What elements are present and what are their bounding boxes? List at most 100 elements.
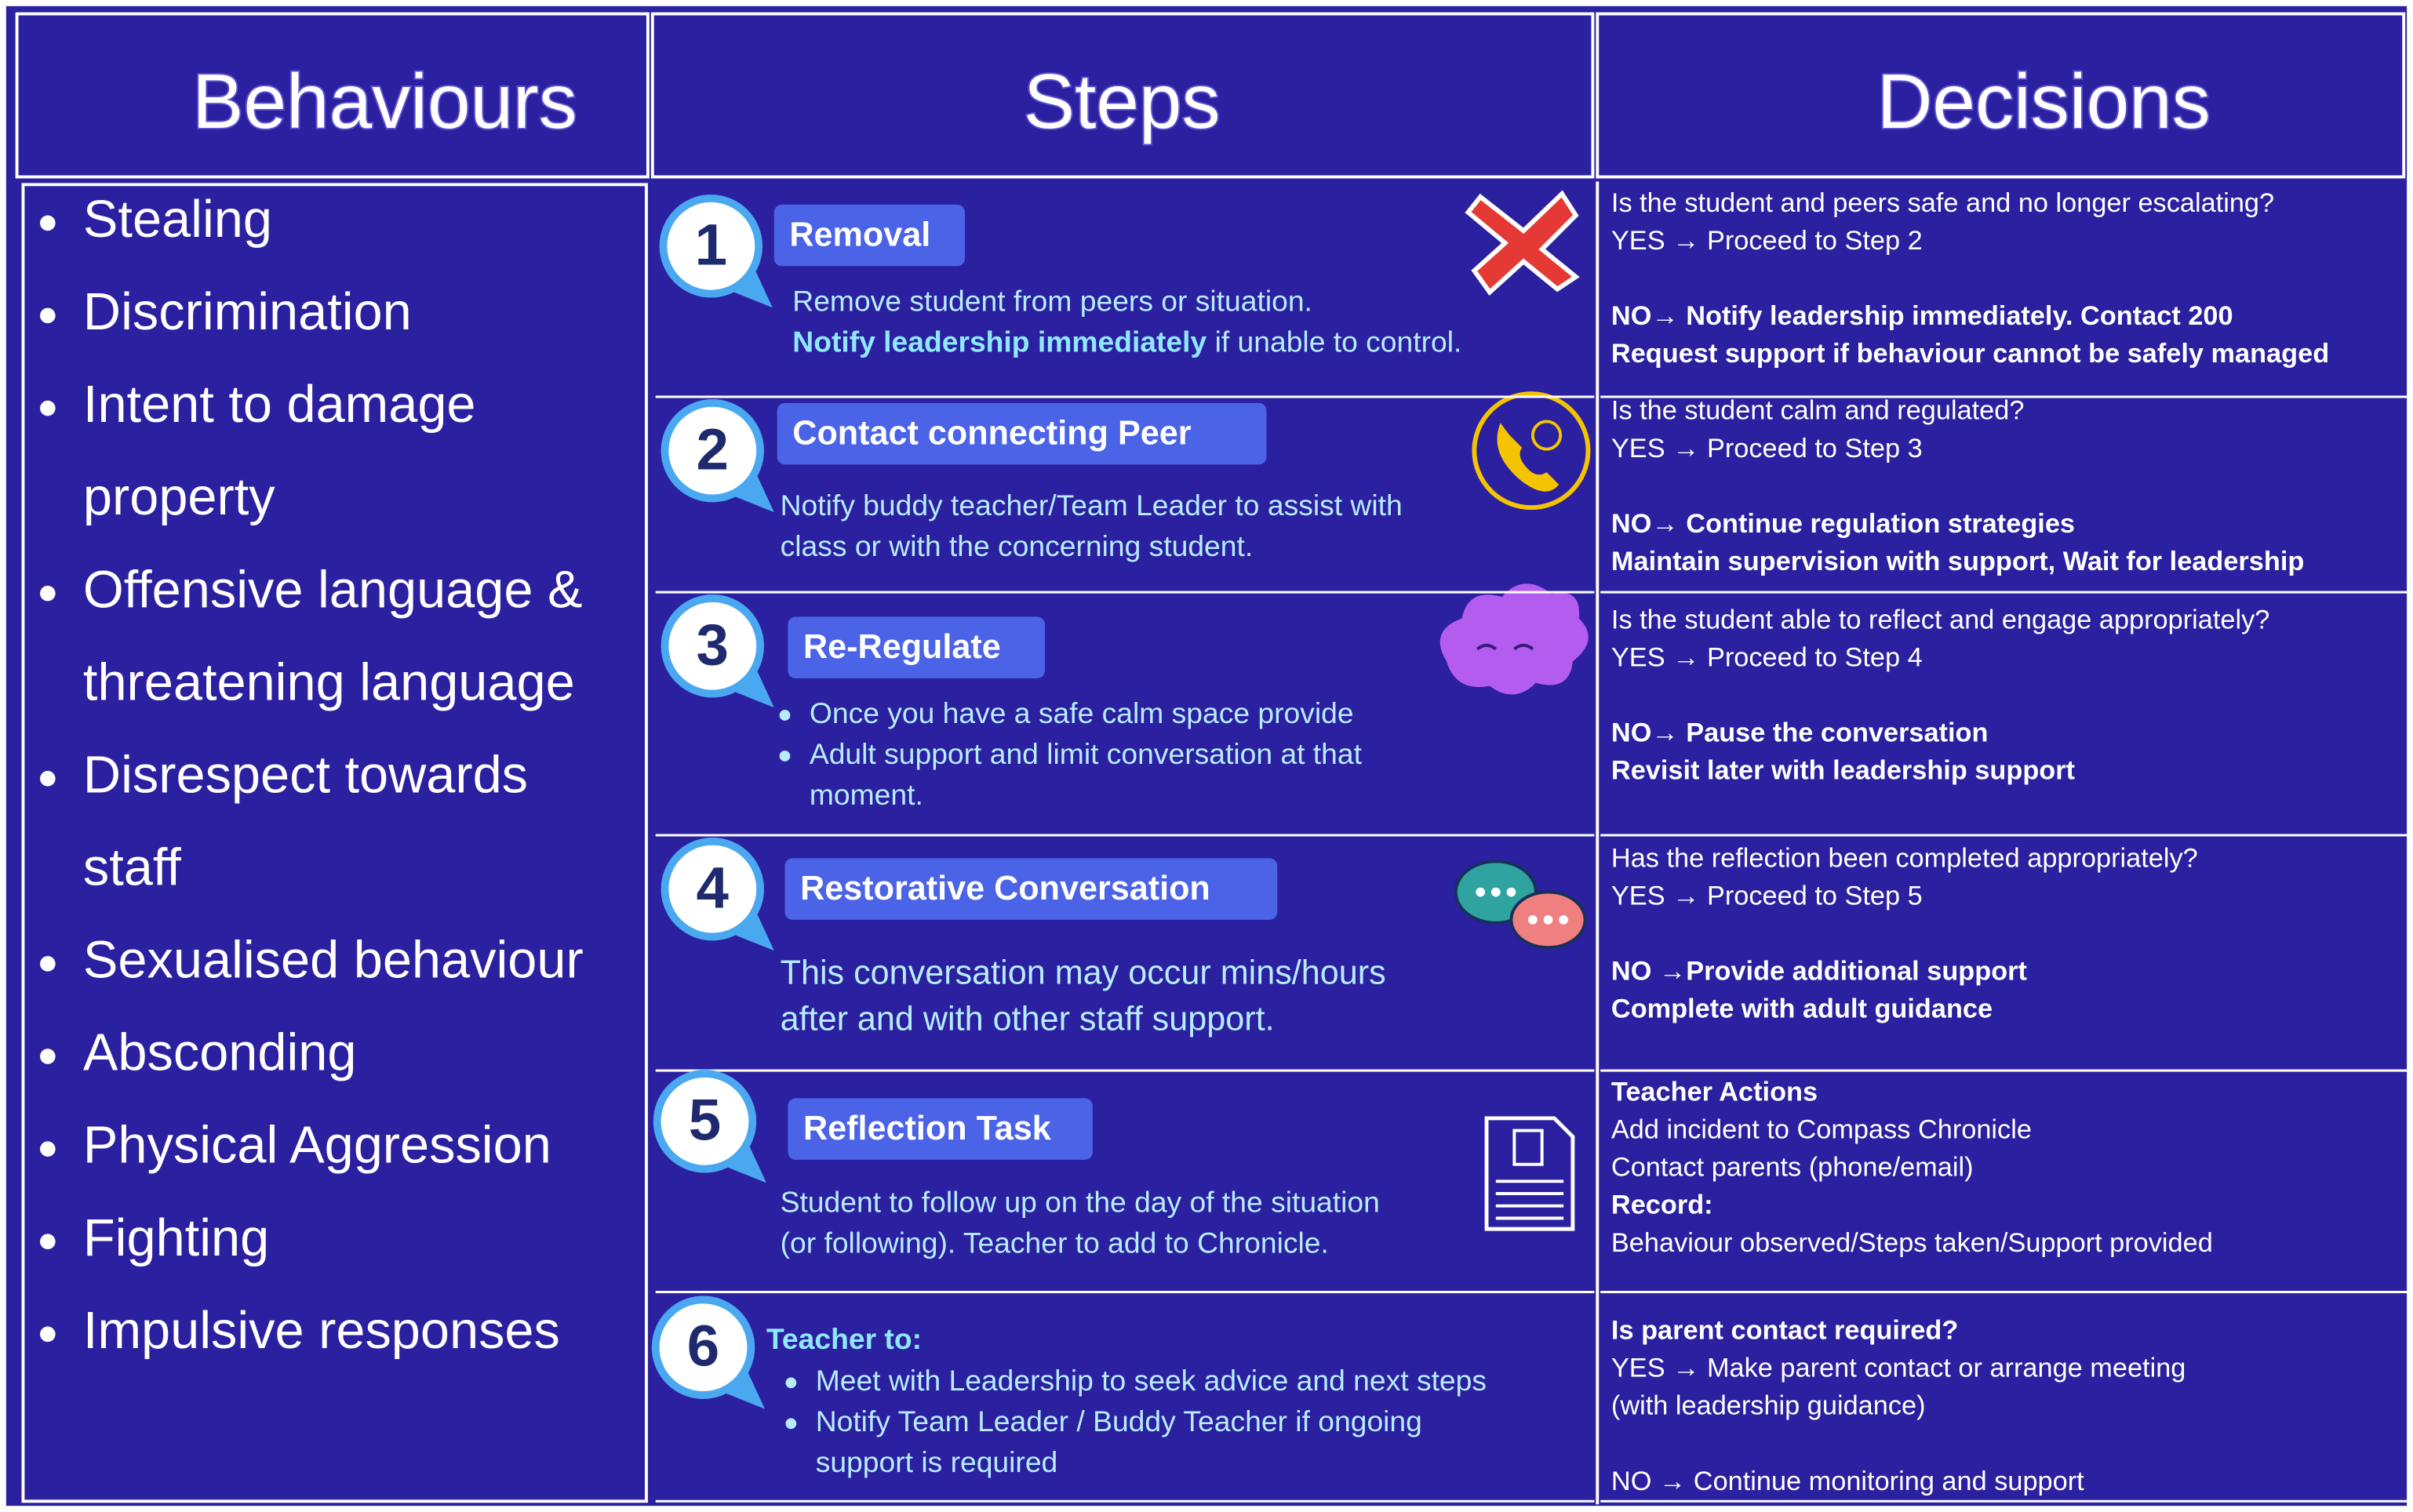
step-bullet-text: Once you have a safe calm space provide [810,696,1354,729]
bullet [40,956,56,972]
step-bullet-text: Adult support and limit conversation at … [810,737,1363,770]
behaviour-item: Sexualised behaviour [83,932,584,990]
decision-text: Is the student calm and regulated? [1611,396,2025,426]
bullet [40,1234,56,1250]
step-text: Student to follow up on the day of the s… [781,1186,1380,1219]
step-badge [651,1296,755,1399]
behaviour-item: Impulsive responses [83,1302,560,1360]
step-title-pill [788,1098,1093,1160]
step-title-pill [777,402,1267,465]
behaviour-item: Discrimination [83,283,412,341]
step-title-pill [788,616,1046,678]
step-title-pill [773,204,966,267]
decision-text: YES → Proceed to Step 4 [1611,642,1923,672]
step-text: Notify buddy teacher/Team Leader to assi… [781,489,1403,522]
decision-emphasis: Is parent contact required? [1611,1316,1958,1346]
step-title: Re-Regulate [803,628,1001,666]
step-title: Reflection Task [803,1110,1052,1147]
bullet [40,400,56,416]
behaviour-item: threatening language [83,653,575,711]
step-badge [661,398,765,503]
step-heading: Teacher to: [766,1322,922,1355]
behaviour-item: Offensive language & [83,561,583,619]
behaviour-item: Intent to damage [83,376,476,434]
decision-emphasis: Revisit later with leadership support [1611,756,2075,786]
emphasis: Notify leadership immediately [792,325,1206,358]
decision-emphasis: Maintain supervision with support, Wait … [1611,547,2304,576]
step-text: class or with the concerning student. [781,529,1254,562]
step-badge-tail [726,267,773,308]
behaviour-item: property [83,468,275,526]
step-number: 4 [697,855,730,920]
bullet [40,771,56,787]
decision-emphasis: Complete with adult guidance [1611,994,1993,1024]
decision-text: YES → Proceed to Step 3 [1611,434,1923,463]
step-number: 1 [695,212,727,277]
step-number: 2 [697,416,729,482]
decision-text: YES → Make parent contact or arrange mee… [1611,1354,2186,1383]
text-segment: Notify buddy teacher/Team Leader to assi… [781,489,1403,522]
step-text: Remove student from peers or situation. [792,284,1312,317]
column-header: Behaviours [192,58,577,144]
step-number: 6 [687,1314,719,1379]
step-badge-tail [719,1368,765,1409]
column-header: Decisions [1877,58,2211,144]
bullet [40,215,56,231]
decision-emphasis: NO→ Pause the conversation [1611,718,1989,748]
behaviour-item: Absconding [83,1024,357,1082]
step-number: 5 [689,1087,721,1152]
text-segment: Student to follow up on the day of the s… [781,1186,1380,1219]
behaviours-cell [21,183,648,1503]
behaviour-item: staff [83,839,181,897]
column-header: Steps [1024,58,1221,144]
behaviour-item: Stealing [83,191,272,249]
step-text: (or following). Teacher to add to Chroni… [781,1227,1329,1259]
text-segment: Remove student from peers or situation. [792,284,1312,317]
step-badge-tail [727,667,774,708]
decision-emphasis: NO→ Notify leadership immediately. Conta… [1611,301,2233,331]
bullet [40,1326,56,1343]
step-bullet-text: Meet with Leadership to seek advice and … [816,1364,1487,1397]
behaviour-item: Disrespect towards [83,746,528,804]
step-badge [661,594,765,698]
header-cell [15,12,650,179]
decision-text: Contact parents (phone/email) [1611,1153,1974,1183]
bullet [40,1049,56,1064]
decision-text: Add incident to Compass Chronicle [1611,1115,2032,1145]
decision-emphasis: NO →Provide additional support [1611,957,2027,987]
text-segment: This conversation may occur mins/hours [781,954,1386,992]
behaviour-item: Physical Aggression [83,1117,551,1175]
step-bullet-text: support is required [816,1445,1058,1478]
bullet [40,1141,56,1157]
bullet [779,751,791,761]
step-bullet-text: Notify Team Leader / Buddy Teacher if on… [816,1405,1422,1437]
bullet [40,307,56,324]
behaviour-item: Fighting [83,1209,269,1267]
step-number: 3 [697,612,729,677]
step-text: after and with other staff support. [781,1001,1275,1038]
decision-text: Is the student and peers safe and no lon… [1611,188,2274,218]
step-badge-tail [720,1143,766,1183]
step-bullet-text: moment. [810,778,923,811]
step-title: Removal [789,216,930,253]
step-badge [653,1070,757,1173]
bullet [779,710,791,721]
chat-icon [1454,860,1587,950]
decision-text: (with leadership guidance) [1611,1391,1926,1421]
header-cell [1596,12,2406,179]
bullet [785,1418,797,1430]
text-segment: class or with the concerning student. [781,529,1254,562]
decision-text: Behaviour observed/Steps taken/Support p… [1611,1228,2213,1258]
decision-text: YES → Proceed to Step 2 [1611,226,1923,256]
step-badge [659,194,763,298]
step-badge-tail [727,472,774,513]
document-icon [1484,1116,1575,1231]
text-segment: if unable to control. [1206,325,1461,358]
decision-text: NO → Continue monitoring and support [1611,1467,2084,1496]
text-segment: after and with other staff support. [781,1001,1275,1038]
phone-icon [1472,391,1591,511]
step-title: Restorative Conversation [800,870,1210,907]
